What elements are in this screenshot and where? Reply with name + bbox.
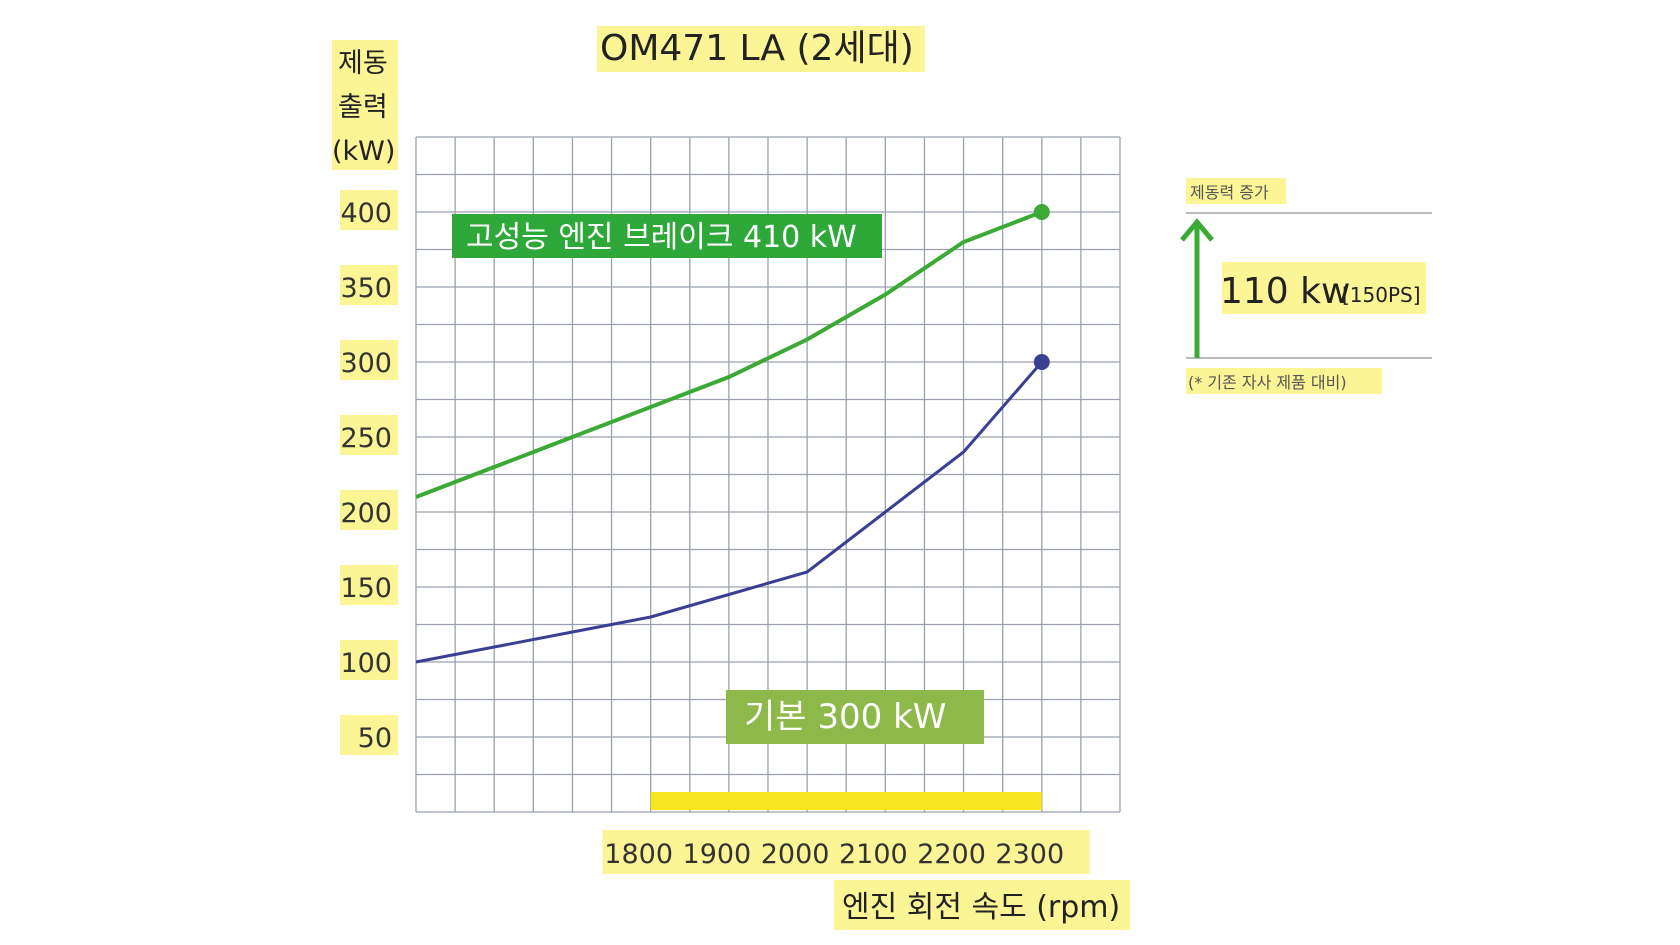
y-tick-highlight (340, 190, 398, 230)
series-label-high: 고성능 엔진 브레이크 410 kW (466, 220, 857, 255)
y-tick-label: 350 (340, 273, 392, 304)
chart-title: OM471 LA (2세대) (600, 28, 914, 69)
series-box-high (452, 214, 882, 258)
y-tick-highlight (340, 415, 398, 455)
series-end-marker-1 (1033, 354, 1050, 370)
series-lines (415, 204, 1050, 664)
ylabel-line-2: 출력 (338, 92, 388, 123)
y-tick-highlight (340, 490, 398, 530)
x-tick-label: 1800 (604, 839, 673, 870)
x-axis-label: 엔진 회전 속도 (rpm) (842, 890, 1120, 925)
y-tick-label: 50 (358, 723, 392, 754)
y-tick-label: 250 (340, 423, 392, 454)
annot-top-highlight (1186, 178, 1286, 204)
annot-arrow-head (1180, 218, 1214, 242)
annot-top-label: 제동력 증가 (1190, 183, 1269, 202)
rpm-range-bar (650, 792, 1042, 810)
xlabel-highlight (834, 880, 1130, 930)
annot-value-highlight (1222, 262, 1426, 314)
x-tick-label: 1900 (683, 839, 752, 870)
ylabel-line-1: 제동 (338, 48, 388, 79)
annot-footnote: (* 기존 자사 제품 대비) (1188, 373, 1347, 392)
x-tick-label: 2300 (995, 839, 1064, 870)
series-line-1 (415, 361, 1043, 664)
annot-value-sub: [150PS] (1342, 283, 1421, 307)
y-tick-highlight (340, 565, 398, 605)
y-tick-label: 300 (340, 348, 392, 379)
y-tick-highlight (340, 340, 398, 380)
x-tick-highlight (602, 830, 1090, 874)
ylabel-highlight (332, 40, 398, 170)
x-tick-label: 2000 (761, 839, 830, 870)
ylabel-line-3: (kW) (332, 136, 395, 167)
series-label-base: 기본 300 kW (744, 697, 946, 737)
annot-value-main: 110 kw (1220, 271, 1350, 312)
y-tick-label: 400 (340, 198, 392, 229)
series-box-base (726, 690, 984, 744)
y-tick-label: 200 (340, 498, 392, 529)
y-ticks: 50 100 150 200 250 300 350 400 (340, 190, 398, 755)
y-tick-highlight (340, 640, 398, 680)
series-end-marker-0 (1033, 204, 1050, 220)
x-tick-label: 2200 (917, 839, 986, 870)
y-tick-label: 100 (340, 648, 392, 679)
y-tick-highlight (340, 715, 398, 755)
annot-footnote-highlight (1186, 368, 1382, 394)
x-tick-label: 2100 (839, 839, 908, 870)
x-ticks: 1800 1900 2000 2100 2200 2300 (602, 830, 1090, 874)
title-highlight (597, 26, 925, 72)
series-line-0 (415, 210, 1043, 499)
y-tick-label: 150 (340, 573, 392, 604)
y-tick-highlight (340, 265, 398, 305)
